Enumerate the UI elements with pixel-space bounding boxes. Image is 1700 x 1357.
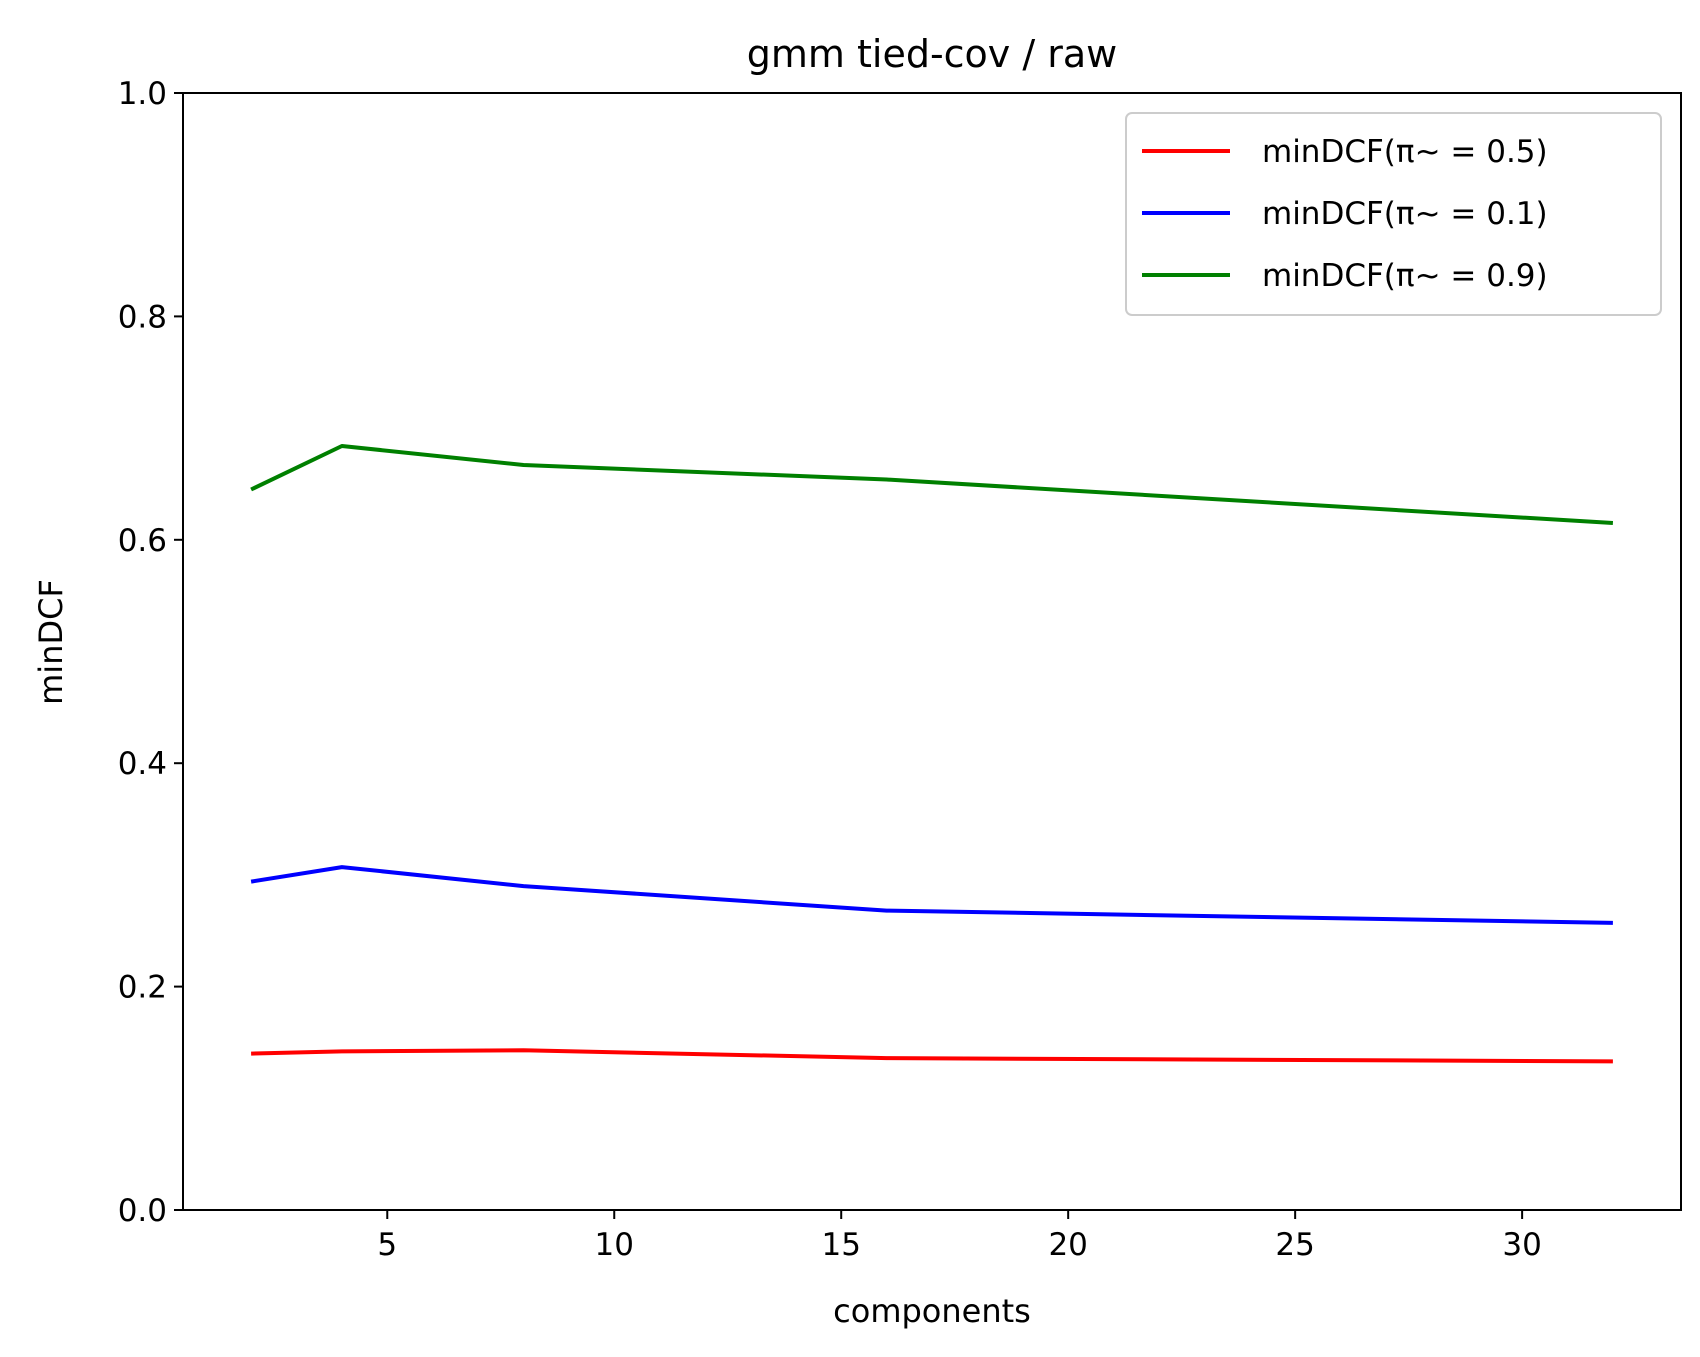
series-layer xyxy=(250,444,1614,1064)
series-line-2 xyxy=(250,865,1613,925)
plot-frame xyxy=(182,92,1682,1211)
x-tick-label: 30 xyxy=(1502,1227,1541,1263)
y-axis: 0.0 0.2 0.4 0.6 0.8 1.0 xyxy=(118,76,183,1229)
x-tick-label: 20 xyxy=(1048,1227,1087,1263)
chart-title: gmm tied-cov / raw xyxy=(747,32,1117,76)
series-line-1 xyxy=(251,1048,1613,1064)
x-tick-label: 5 xyxy=(377,1227,397,1263)
y-tick-label: 0.6 xyxy=(118,523,167,559)
y-tick-label: 0.4 xyxy=(118,746,167,782)
y-tick-label: 0.0 xyxy=(118,1193,167,1229)
y-axis-label: minDCF xyxy=(32,579,70,705)
y-tick-label: 0.2 xyxy=(118,970,167,1006)
y-tick-label: 1.0 xyxy=(118,76,167,112)
legend: minDCF(π~ = 0.5) minDCF(π~ = 0.1) minDCF(π… xyxy=(1125,112,1662,316)
x-tick-label: 25 xyxy=(1275,1227,1314,1263)
series-line-3 xyxy=(250,444,1614,525)
legend-label: minDCF(π~ = 0.1) xyxy=(1262,196,1548,232)
legend-label: minDCF(π~ = 0.9) xyxy=(1262,258,1548,294)
y-tick-label: 0.8 xyxy=(118,299,167,335)
legend-label: minDCF(π~ = 0.5) xyxy=(1262,134,1548,170)
x-tick-label: 15 xyxy=(821,1227,860,1263)
x-tick-label: 10 xyxy=(595,1227,634,1263)
legend-box xyxy=(1125,112,1662,316)
plot-area xyxy=(182,92,1682,1211)
x-axis-label: components xyxy=(833,1292,1031,1330)
x-axis: 5 10 15 20 25 30 xyxy=(377,1210,1542,1263)
